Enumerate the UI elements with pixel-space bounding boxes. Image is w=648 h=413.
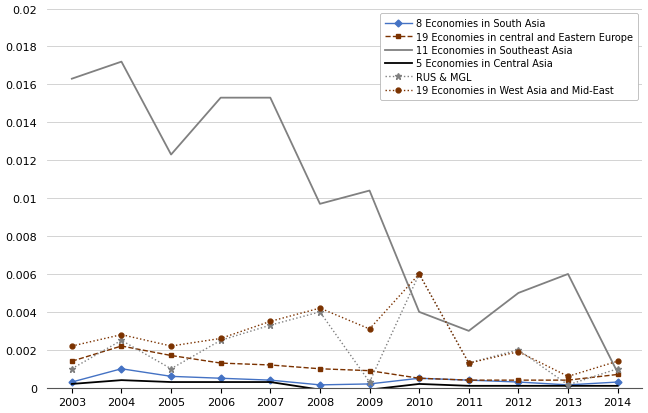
19 Economies in central and Eastern Europe: [167, 353, 175, 358]
19 Economies in West Asia and Mid-East: [217, 336, 225, 341]
11 Economies in Southeast Asia: [167, 153, 175, 158]
Legend: 8 Economies in South Asia, 19 Economies in central and Eastern Europe, 11 Econom: 8 Economies in South Asia, 19 Economies …: [380, 14, 638, 101]
5 Economies in Central Asia: [266, 380, 274, 385]
19 Economies in central and Eastern Europe: [117, 344, 125, 349]
8 Economies in South Asia: [266, 378, 274, 383]
19 Economies in West Asia and Mid-East: [167, 344, 175, 349]
8 Economies in South Asia: [117, 366, 125, 371]
19 Economies in central and Eastern Europe: [614, 372, 621, 377]
RUS & MGL: [117, 338, 125, 343]
Line: 5 Economies in Central Asia: 5 Economies in Central Asia: [72, 380, 618, 390]
RUS & MGL: [217, 338, 225, 343]
8 Economies in South Asia: [415, 376, 423, 381]
5 Economies in Central Asia: [217, 380, 225, 385]
8 Economies in South Asia: [515, 380, 522, 385]
8 Economies in South Asia: [217, 376, 225, 381]
5 Economies in Central Asia: [316, 387, 324, 392]
5 Economies in Central Asia: [117, 378, 125, 383]
19 Economies in West Asia and Mid-East: [564, 374, 572, 379]
5 Economies in Central Asia: [614, 383, 621, 388]
RUS & MGL: [515, 347, 522, 352]
19 Economies in West Asia and Mid-East: [365, 327, 373, 332]
8 Economies in South Asia: [167, 374, 175, 379]
19 Economies in central and Eastern Europe: [415, 376, 423, 381]
19 Economies in West Asia and Mid-East: [415, 272, 423, 277]
11 Economies in Southeast Asia: [68, 77, 76, 82]
RUS & MGL: [167, 366, 175, 371]
19 Economies in West Asia and Mid-East: [117, 332, 125, 337]
11 Economies in Southeast Asia: [117, 60, 125, 65]
5 Economies in Central Asia: [465, 383, 472, 388]
RUS & MGL: [614, 366, 621, 371]
11 Economies in Southeast Asia: [564, 272, 572, 277]
19 Economies in West Asia and Mid-East: [68, 344, 76, 349]
RUS & MGL: [266, 323, 274, 328]
5 Economies in Central Asia: [515, 383, 522, 388]
19 Economies in central and Eastern Europe: [68, 359, 76, 364]
19 Economies in West Asia and Mid-East: [316, 306, 324, 311]
19 Economies in central and Eastern Europe: [365, 368, 373, 373]
19 Economies in West Asia and Mid-East: [465, 361, 472, 366]
19 Economies in central and Eastern Europe: [316, 366, 324, 371]
19 Economies in central and Eastern Europe: [515, 378, 522, 383]
5 Economies in Central Asia: [365, 387, 373, 392]
8 Economies in South Asia: [365, 382, 373, 387]
Line: 19 Economies in central and Eastern Europe: 19 Economies in central and Eastern Euro…: [69, 344, 620, 382]
11 Economies in Southeast Asia: [217, 96, 225, 101]
5 Economies in Central Asia: [564, 383, 572, 388]
11 Economies in Southeast Asia: [465, 329, 472, 334]
Line: RUS & MGL: RUS & MGL: [69, 271, 621, 388]
8 Economies in South Asia: [316, 382, 324, 387]
11 Economies in Southeast Asia: [415, 310, 423, 315]
19 Economies in West Asia and Mid-East: [515, 349, 522, 354]
8 Economies in South Asia: [564, 382, 572, 387]
8 Economies in South Asia: [614, 380, 621, 385]
11 Economies in Southeast Asia: [316, 202, 324, 207]
8 Economies in South Asia: [68, 380, 76, 385]
19 Economies in central and Eastern Europe: [266, 363, 274, 368]
RUS & MGL: [465, 361, 472, 366]
5 Economies in Central Asia: [68, 382, 76, 387]
11 Economies in Southeast Asia: [515, 291, 522, 296]
11 Economies in Southeast Asia: [365, 189, 373, 194]
19 Economies in central and Eastern Europe: [217, 361, 225, 366]
Line: 11 Economies in Southeast Asia: 11 Economies in Southeast Asia: [72, 62, 618, 373]
11 Economies in Southeast Asia: [266, 96, 274, 101]
19 Economies in West Asia and Mid-East: [614, 359, 621, 364]
RUS & MGL: [68, 366, 76, 371]
Line: 19 Economies in West Asia and Mid-East: 19 Economies in West Asia and Mid-East: [69, 272, 620, 379]
Line: 8 Economies in South Asia: 8 Economies in South Asia: [69, 366, 620, 387]
19 Economies in West Asia and Mid-East: [266, 319, 274, 324]
5 Economies in Central Asia: [415, 382, 423, 387]
RUS & MGL: [564, 382, 572, 387]
11 Economies in Southeast Asia: [614, 370, 621, 375]
5 Economies in Central Asia: [167, 380, 175, 385]
RUS & MGL: [415, 272, 423, 277]
RUS & MGL: [316, 310, 324, 315]
8 Economies in South Asia: [465, 378, 472, 383]
19 Economies in central and Eastern Europe: [564, 378, 572, 383]
19 Economies in central and Eastern Europe: [465, 378, 472, 383]
RUS & MGL: [365, 380, 373, 385]
